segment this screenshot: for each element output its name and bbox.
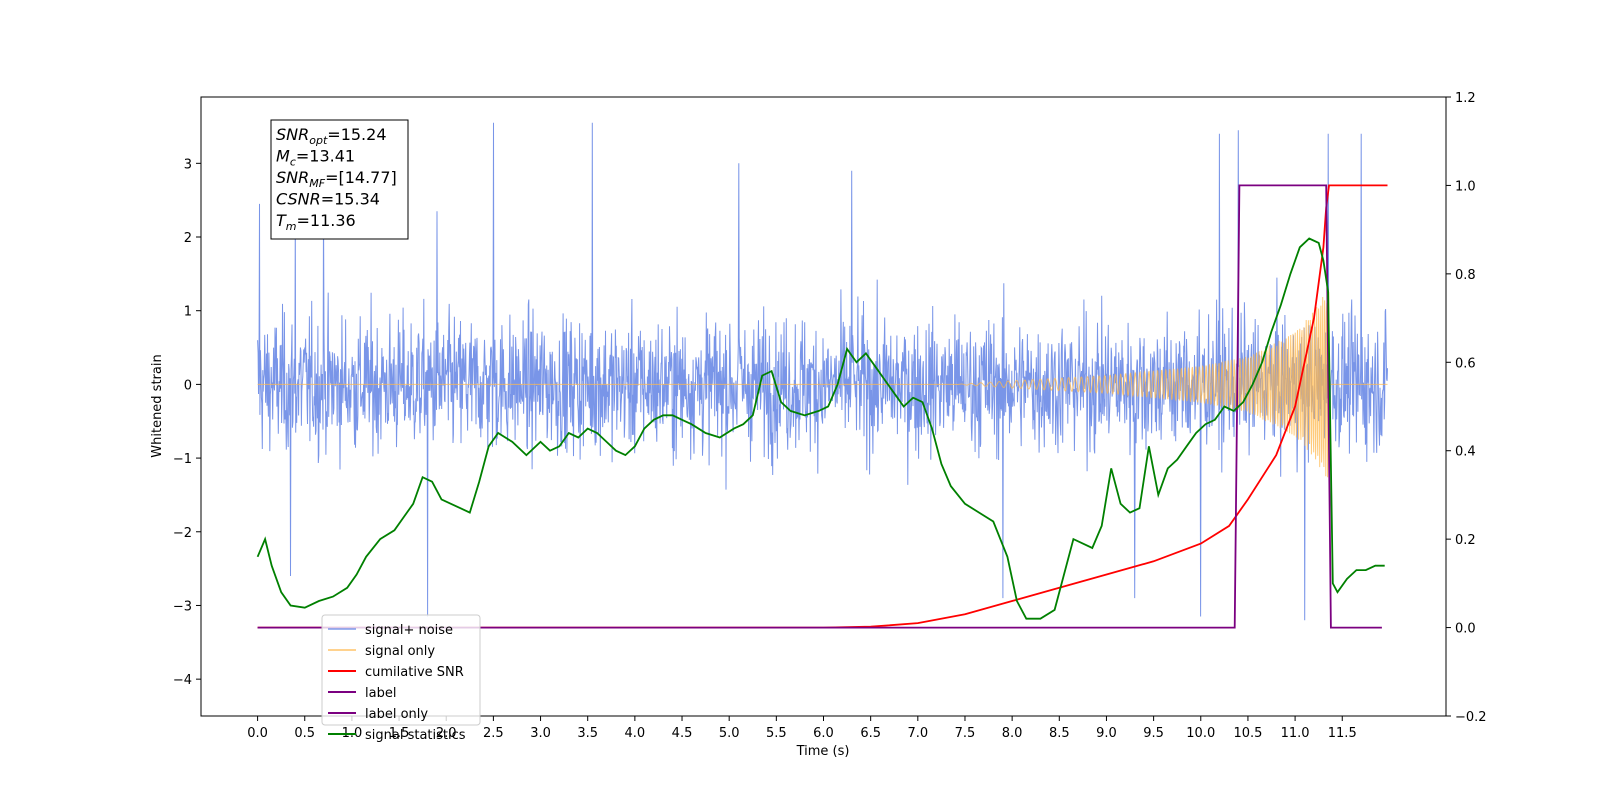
y-axis-label-left: Whitened strain	[150, 354, 165, 457]
x-axis: 0.0 0.5 1.0 1.5 2.0 2.5 3.0 3.5 4.0 4.5 5.0 5.5 6.0 6…	[247, 716, 1357, 741]
x-tick-label: 9.5	[1143, 726, 1164, 741]
y-left-tick-label: −4	[173, 673, 192, 688]
y-left-tick-label: 0	[184, 378, 192, 393]
x-tick-label: 7.5	[955, 726, 976, 741]
legend-frame	[321, 614, 481, 726]
x-tick-label: 1.5	[389, 726, 410, 741]
legend-label-label-only: label only	[365, 707, 428, 722]
y-left-tick-label: −3	[173, 599, 192, 614]
x-tick-label: 2.0	[436, 726, 457, 741]
y-left-tick-label: 1	[184, 305, 192, 320]
series-cumilative-snr	[257, 184, 1388, 629]
x-tick-label: 6.5	[860, 726, 881, 741]
y-right-tick-label: 0.2	[1455, 533, 1476, 548]
y-axis-right: −0.2 0.0 0.2 0.4 0.6 0.8 1.0 1.2	[1446, 91, 1487, 725]
legend: signal+ noise signal only cumilative SNR la…	[321, 614, 481, 743]
y-left-tick-label: −2	[173, 526, 192, 541]
y-right-tick-label: 0.4	[1455, 445, 1476, 460]
x-tick-label: 10.5	[1233, 726, 1262, 741]
x-tick-label: 2.5	[483, 726, 504, 741]
info-box-line: SNRMF=[14.77]	[276, 168, 397, 190]
plot-area	[256, 122, 1388, 629]
y-left-tick-label: −1	[173, 452, 192, 467]
legend-label-label: label	[365, 686, 396, 701]
x-tick-label: 8.5	[1049, 726, 1070, 741]
y-right-tick-label: −0.2	[1455, 710, 1487, 725]
x-tick-label: 5.0	[719, 726, 740, 741]
legend-label-signal-noise: signal+ noise	[365, 623, 453, 638]
x-tick-label: 3.0	[530, 726, 551, 741]
y-right-tick-label: 1.2	[1455, 91, 1476, 106]
info-box-line: SNRopt=15.24	[276, 125, 387, 147]
y-right-tick-label: 1.0	[1455, 179, 1476, 194]
info-box-line: Mc=13.41	[276, 147, 355, 169]
x-tick-label: 0.5	[294, 726, 315, 741]
series-signal-statistics	[256, 237, 1385, 620]
x-tick-label: 4.0	[625, 726, 646, 741]
info-box: SNRopt=15.24Mc=13.41SNRMF=[14.77]CSNR=15…	[270, 119, 409, 240]
legend-label-cumilative-snr: cumilative SNR	[365, 665, 464, 680]
y-right-tick-label: 0.0	[1455, 622, 1476, 637]
y-right-tick-label: 0.6	[1455, 356, 1476, 371]
series-label	[257, 184, 1382, 629]
x-tick-label: 5.5	[766, 726, 787, 741]
series-signal-noise	[257, 122, 1388, 621]
x-tick-label: 11.5	[1328, 726, 1357, 741]
x-tick-label: 8.0	[1002, 726, 1023, 741]
y-left-tick-label: 3	[184, 157, 192, 172]
info-box-line: CSNR=15.34	[276, 190, 380, 209]
info-box-frame	[270, 119, 409, 240]
x-tick-label: 3.5	[577, 726, 598, 741]
series-signal-only	[257, 291, 1388, 478]
x-tick-label: 4.5	[672, 726, 693, 741]
y-axis-left: −4 −3 −2 −1 0 1 2 3	[173, 157, 201, 688]
legend-label-signal-only: signal only	[365, 644, 435, 659]
y-left-tick-label: 2	[184, 231, 192, 246]
x-tick-label: 6.0	[813, 726, 834, 741]
x-tick-label: 0.0	[247, 726, 268, 741]
legend-label-signal-statistics: signal statistics	[365, 728, 466, 743]
info-box-line: Tm=11.36	[276, 211, 356, 233]
x-tick-label: 10.0	[1186, 726, 1215, 741]
y-right-tick-label: 0.8	[1455, 268, 1476, 283]
x-tick-label: 7.0	[907, 726, 928, 741]
x-tick-label: 9.0	[1096, 726, 1117, 741]
x-axis-label: Time (s)	[796, 744, 850, 759]
x-tick-label: 11.0	[1281, 726, 1310, 741]
